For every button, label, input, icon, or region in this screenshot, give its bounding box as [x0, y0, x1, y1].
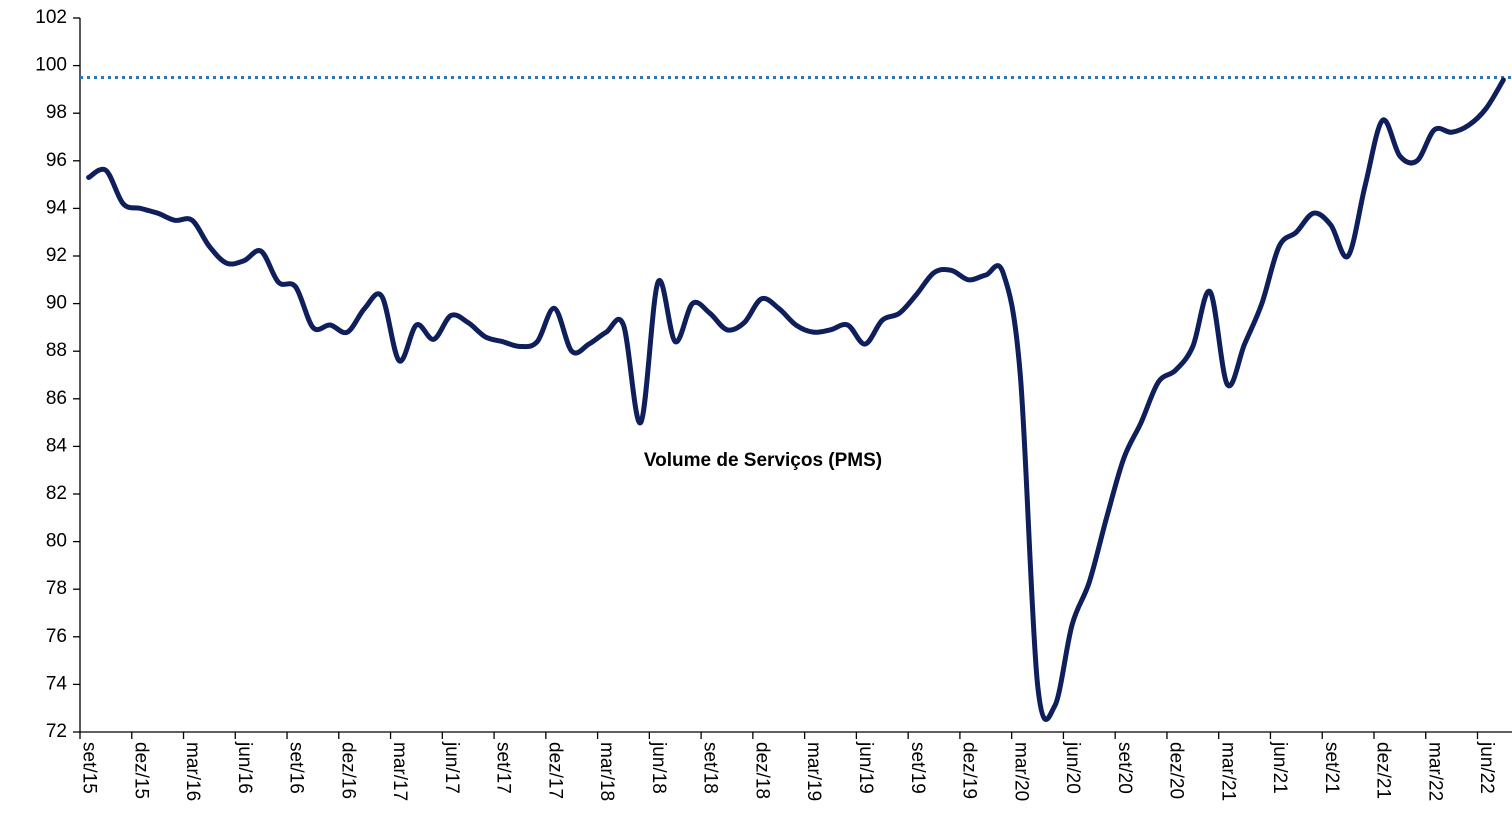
- x-tick-label: dez/18: [751, 742, 772, 799]
- x-tick-label: set/20: [1114, 742, 1135, 794]
- y-tick-label: 90: [46, 293, 67, 314]
- y-tick-label: 94: [46, 197, 68, 218]
- y-tick-label: 92: [46, 245, 67, 266]
- y-tick-label: 80: [46, 531, 67, 552]
- y-tick-label: 74: [46, 673, 68, 694]
- y-tick-label: 76: [46, 626, 67, 647]
- y-tick-label: 78: [46, 578, 67, 599]
- x-tick-label: jun/22: [1476, 741, 1497, 794]
- x-tick-label: set/15: [79, 742, 100, 794]
- x-tick-label: jun/18: [648, 741, 669, 794]
- y-tick-label: 86: [46, 388, 67, 409]
- x-tick-label: mar/20: [1010, 742, 1031, 801]
- x-tick-label: dez/16: [337, 742, 358, 799]
- x-tick-label: jun/21: [1269, 741, 1290, 794]
- x-tick-label: jun/16: [234, 741, 255, 794]
- x-tick-label: dez/20: [1166, 742, 1187, 799]
- y-tick-label: 82: [46, 483, 67, 504]
- series-line: [86, 77, 1506, 723]
- x-tick-label: dez/15: [130, 742, 151, 799]
- x-tick-label: set/21: [1321, 742, 1342, 794]
- x-tick-label: mar/17: [389, 742, 410, 801]
- x-tick-label: dez/17: [544, 742, 565, 799]
- x-tick-label: set/18: [700, 742, 721, 794]
- x-tick-label: set/19: [907, 742, 928, 794]
- y-tick-label: 102: [35, 7, 67, 28]
- y-tick-label: 72: [46, 721, 67, 742]
- x-tick-label: jun/20: [1062, 741, 1083, 794]
- x-tick-label: jun/17: [441, 741, 462, 794]
- y-tick-label: 88: [46, 340, 67, 361]
- series-label: Volume de Serviços (PMS): [644, 450, 882, 471]
- x-tick-label: dez/19: [959, 742, 980, 799]
- y-tick-label: 96: [46, 150, 67, 171]
- y-tick-label: 84: [46, 435, 68, 456]
- x-tick-label: mar/19: [803, 742, 824, 801]
- x-tick-label: mar/22: [1424, 742, 1445, 801]
- y-tick-label: 100: [35, 55, 67, 76]
- x-tick-label: dez/21: [1373, 742, 1394, 799]
- x-tick-label: jun/19: [855, 741, 876, 794]
- x-tick-label: mar/21: [1217, 742, 1238, 801]
- x-tick-label: mar/18: [596, 742, 617, 801]
- x-tick-label: set/16: [286, 742, 307, 794]
- x-tick-label: mar/16: [182, 742, 203, 801]
- x-tick-label: set/17: [493, 742, 514, 794]
- y-tick-label: 98: [46, 102, 67, 123]
